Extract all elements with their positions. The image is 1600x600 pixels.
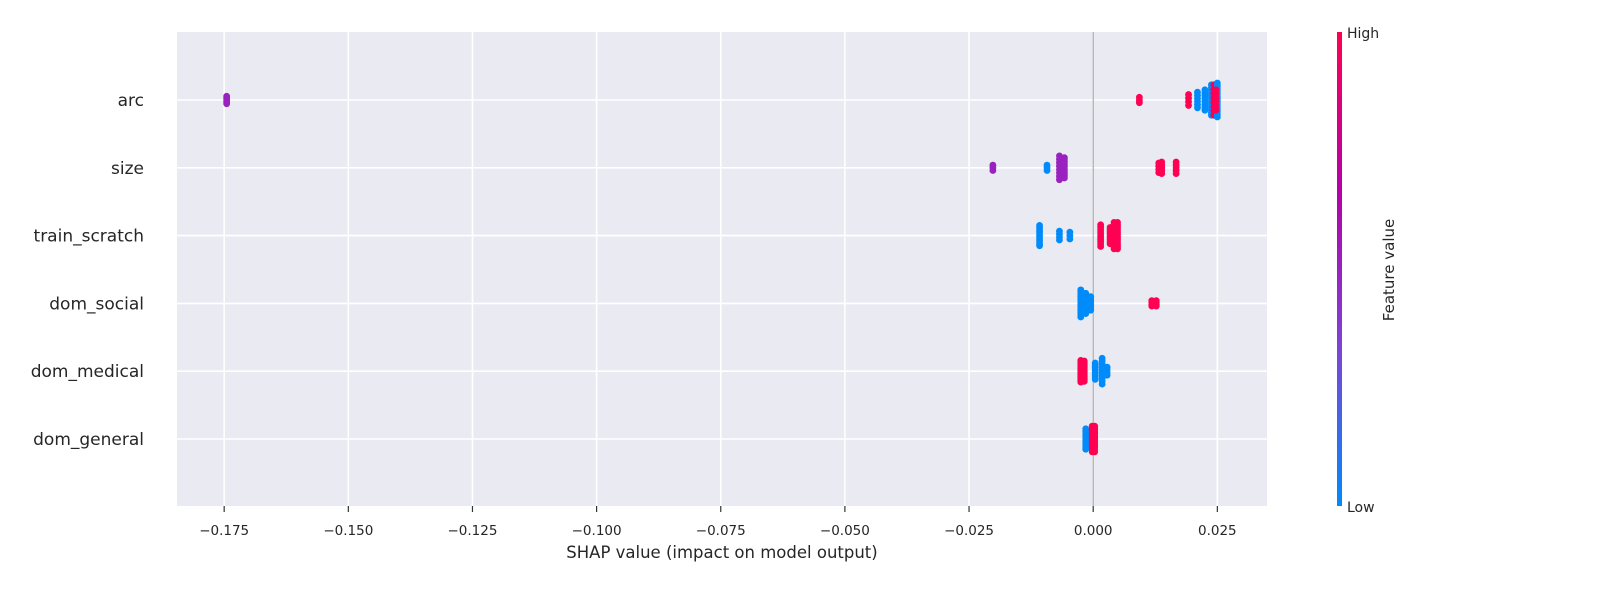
- data-point: [1103, 371, 1111, 379]
- data-point: [1152, 302, 1160, 310]
- data-point: [1060, 174, 1068, 182]
- data-point: [1087, 306, 1095, 314]
- data-points: [223, 79, 1221, 456]
- data-point: [1091, 448, 1099, 456]
- data-point: [1213, 113, 1221, 121]
- data-point: [1185, 102, 1192, 109]
- x-tick-label: −0.150: [323, 523, 373, 539]
- x-axis-ticks: −0.175 −0.150 −0.125 −0.100 −0.075 −0.050 −0.0…: [199, 506, 1237, 539]
- data-point: [1201, 106, 1209, 114]
- feature-label: arc: [118, 91, 144, 111]
- colorbar: [1337, 32, 1342, 506]
- data-point: [989, 167, 997, 174]
- data-point: [1194, 104, 1201, 112]
- feature-label: dom_general: [33, 430, 144, 450]
- colorbar-title: Feature value: [1380, 219, 1398, 321]
- data-point: [1077, 313, 1085, 321]
- x-tick-label: −0.075: [696, 523, 746, 539]
- data-point: [1036, 242, 1043, 250]
- x-tick-label: −0.100: [572, 523, 622, 539]
- data-point: [1172, 170, 1180, 177]
- feature-label: train_scratch: [34, 227, 144, 247]
- data-point: [1091, 375, 1099, 383]
- feature-label: size: [111, 159, 144, 179]
- colorbar-low-label: Low: [1347, 500, 1375, 516]
- x-tick-label: −0.025: [944, 523, 994, 539]
- plot-background: [177, 32, 1267, 506]
- feature-label: dom_social: [49, 294, 144, 314]
- x-tick-label: 0.025: [1198, 523, 1237, 539]
- data-point: [1135, 99, 1143, 107]
- x-tick-label: −0.050: [820, 523, 870, 539]
- data-point: [1066, 235, 1074, 243]
- colorbar-high-label: High: [1347, 26, 1379, 42]
- data-point: [223, 100, 231, 108]
- data-point: [1158, 170, 1166, 177]
- data-point: [1056, 236, 1063, 244]
- data-point: [1098, 380, 1106, 388]
- data-point: [1082, 445, 1090, 453]
- x-tick-label: −0.175: [199, 523, 249, 539]
- data-point: [1043, 167, 1051, 174]
- x-axis-title: SHAP value (impact on model output): [566, 543, 877, 562]
- x-tick-label: 0.000: [1074, 523, 1113, 539]
- data-point: [1212, 106, 1220, 114]
- data-point: [1114, 245, 1121, 253]
- feature-labels: arc size train_scratch dom_social dom_medica…: [31, 91, 144, 450]
- feature-label: dom_medical: [31, 362, 144, 382]
- data-point: [1080, 377, 1088, 385]
- x-tick-label: −0.125: [447, 523, 497, 539]
- data-point: [1082, 310, 1090, 317]
- data-point: [1097, 243, 1105, 250]
